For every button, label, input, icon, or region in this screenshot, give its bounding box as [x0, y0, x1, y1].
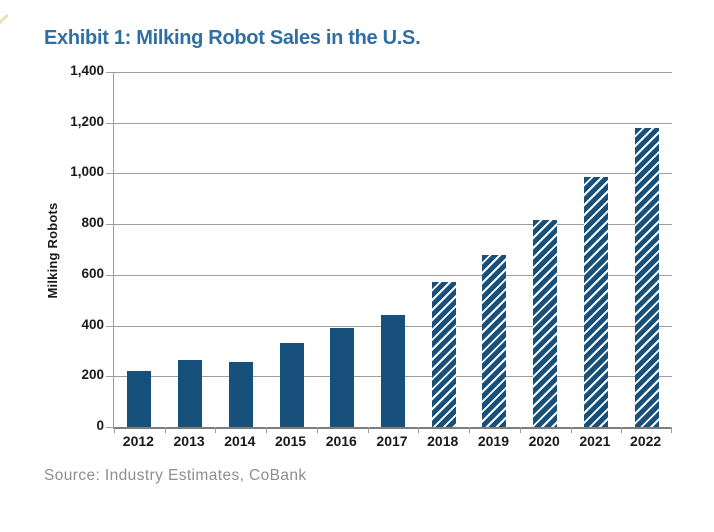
y-axis-tick [106, 427, 114, 428]
x-tick-label: 2020 [528, 433, 560, 449]
y-tick-label: 1,200 [70, 113, 104, 129]
x-tick-label: 2019 [477, 433, 510, 449]
x-axis-tick [469, 427, 471, 433]
bar-2019 [482, 254, 507, 427]
source-note: Source: Industry Estimates, CoBank [44, 467, 307, 484]
x-axis-tick [164, 427, 166, 433]
x-tick-label: 2014 [224, 433, 256, 449]
bar-2015 [279, 343, 304, 427]
corner-decoration [0, 13, 10, 26]
gridline [114, 173, 672, 175]
y-axis-tick [106, 173, 114, 175]
y-axis-tick [106, 122, 114, 124]
x-axis-tick [114, 427, 115, 433]
x-axis-tick [266, 427, 268, 433]
bar-2014 [228, 362, 253, 427]
x-axis-tick [621, 427, 623, 433]
x-tick-label: 2013 [173, 433, 205, 449]
y-tick-label: 400 [81, 316, 104, 332]
x-axis-tick [671, 427, 672, 433]
bar-2016 [330, 328, 355, 427]
gridline [114, 274, 672, 276]
x-tick-label: 2017 [376, 433, 408, 449]
y-axis-tick [106, 274, 114, 276]
x-axis-tick [418, 427, 420, 433]
x-tick-label: 2022 [630, 433, 662, 449]
y-axis-tick [106, 325, 114, 327]
bar-2021 [583, 177, 608, 427]
plot-area [106, 72, 672, 433]
x-tick-label: 2012 [122, 433, 154, 449]
x-axis-tick [316, 427, 318, 433]
x-tick-label: 2021 [579, 433, 611, 449]
y-tick-label: 200 [81, 367, 104, 383]
x-axis-tick [367, 427, 369, 433]
x-tick-label: 2016 [325, 433, 357, 449]
gridline [114, 122, 672, 124]
bar-2020 [533, 220, 558, 427]
gridline [114, 72, 672, 73]
y-tick-label: 800 [81, 215, 104, 231]
bar-2012 [127, 371, 152, 427]
y-tick-label: 1,400 [70, 63, 104, 78]
gridline [114, 224, 672, 226]
x-tick-label: 2015 [274, 433, 307, 449]
exhibit-title: Exhibit 1: Milking Robot Sales in the U.… [44, 27, 421, 49]
y-tick-label: 0 [96, 418, 104, 433]
y-axis-tick [106, 224, 114, 226]
bar-2013 [178, 359, 203, 427]
x-tick-label: 2018 [427, 433, 459, 449]
bar-2017 [381, 315, 405, 427]
bar-2022 [634, 127, 659, 427]
y-tick-label: 1,000 [70, 164, 104, 180]
y-axis-tick [106, 376, 114, 378]
x-axis-tick [519, 427, 521, 433]
x-axis-tick [570, 427, 572, 433]
y-tick-label: 600 [81, 265, 104, 281]
y-axis-tick [106, 72, 114, 73]
x-axis-tick [215, 427, 217, 433]
bar-2018 [431, 282, 456, 427]
